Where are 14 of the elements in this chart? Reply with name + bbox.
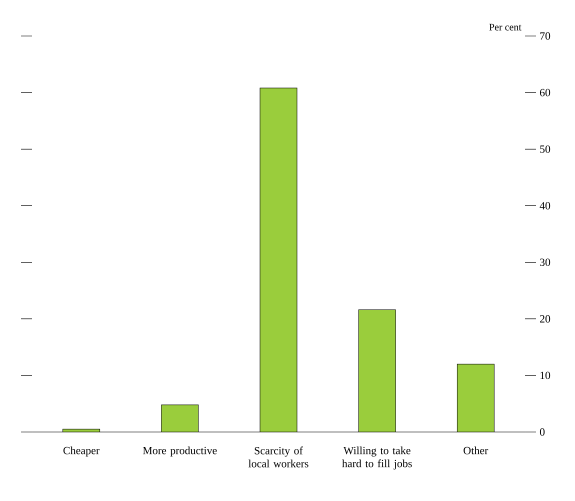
y-tick-label: 10: [540, 372, 550, 380]
y-tick-label: 60: [540, 88, 550, 96]
x-tick-label: Scarcity of local workers: [248, 446, 308, 468]
x-tick-label: More productive: [142, 446, 217, 457]
y-tick-label: 70: [540, 32, 550, 40]
y-tick-label: 20: [540, 315, 550, 323]
y-tick-label: 40: [540, 202, 550, 210]
y-tick-label: 0: [540, 428, 545, 436]
y-tick-label: 50: [540, 145, 550, 153]
x-tick-label: Willing to take hard to fill jobs: [342, 446, 412, 470]
x-tick-label: Other: [464, 446, 488, 454]
y-tick-label: 30: [540, 258, 550, 266]
x-tick-label: Cheaper: [63, 446, 100, 457]
y-axis-title: Per cent: [489, 24, 522, 30]
